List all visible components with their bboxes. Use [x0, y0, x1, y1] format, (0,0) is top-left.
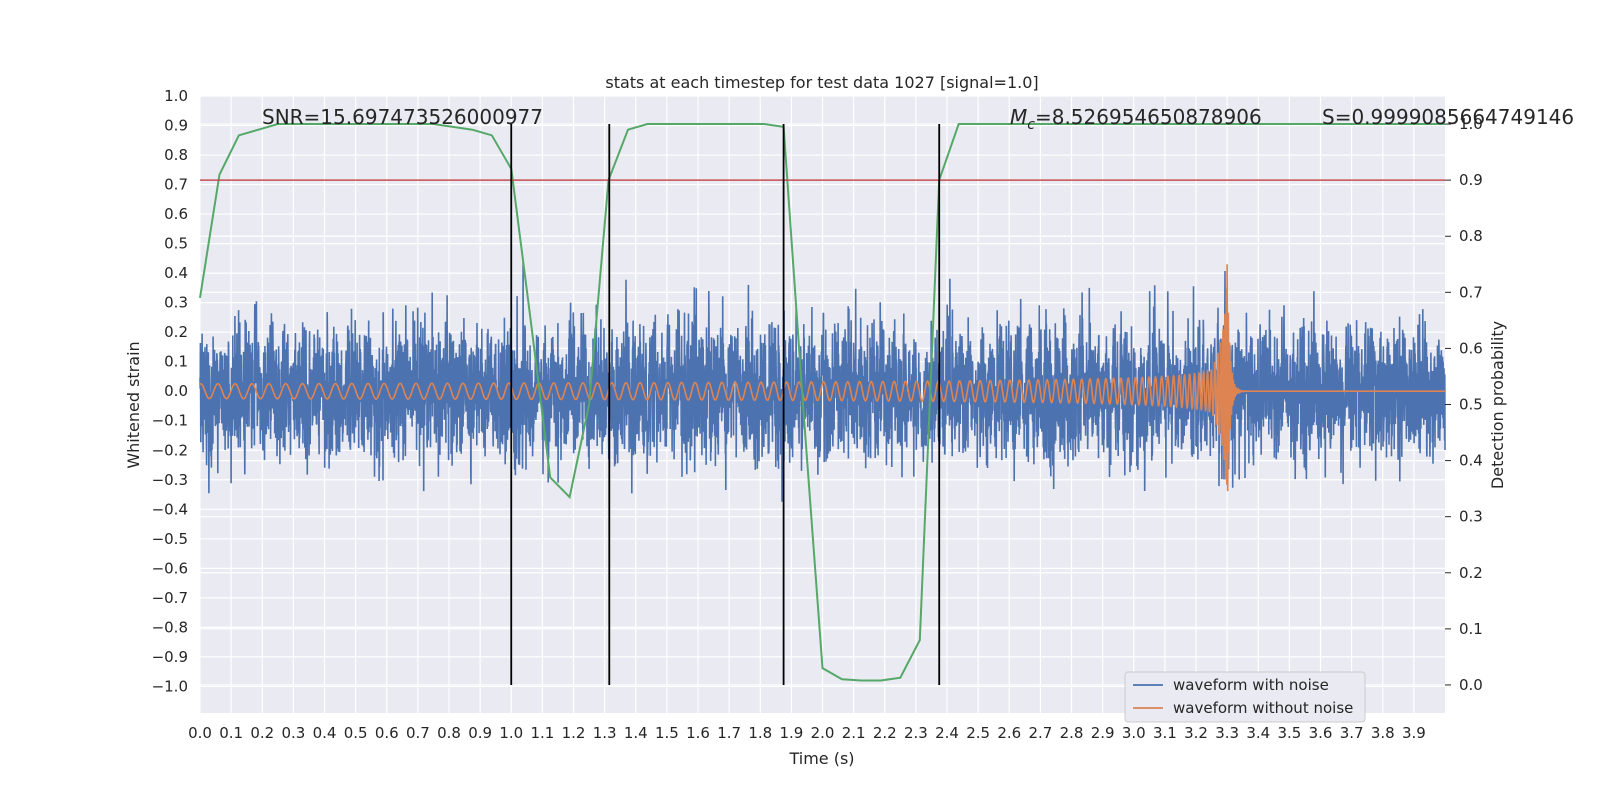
series-waveform-with-noise — [199, 262, 1446, 502]
y2-tick-label: 0.8 — [1459, 227, 1483, 245]
x-tick-label: 2.9 — [1091, 724, 1115, 742]
x-tick-label: 0.2 — [250, 724, 274, 742]
y2-tick-label: 1.0 — [1459, 115, 1483, 133]
x-tick-label: 2.4 — [935, 724, 959, 742]
x-tick-label: 0.0 — [188, 724, 212, 742]
x-tick-label: 3.1 — [1153, 724, 1177, 742]
y2-tick-label: 0.6 — [1459, 339, 1483, 357]
x-tick-label: 1.0 — [499, 724, 523, 742]
y2-tick-label: 0.1 — [1459, 620, 1483, 638]
y2-tick-label: 0.5 — [1459, 396, 1483, 414]
chart-title: stats at each timestep for test data 102… — [605, 73, 1038, 92]
y2-axis-label: Detection probability — [1488, 321, 1507, 489]
y-tick-label: 0.5 — [164, 235, 188, 253]
x-tick-label: 3.5 — [1277, 724, 1301, 742]
x-tick-label: 1.6 — [686, 724, 710, 742]
legend-box — [1124, 671, 1366, 723]
y-tick-label: 1.0 — [164, 87, 188, 105]
x-tick-label: 1.4 — [624, 724, 648, 742]
legend-label-noisy: waveform with noise — [1173, 676, 1329, 694]
x-tick-labels: 0.0 0.1 0.2 0.3 0.4 0.5 0.6 0.7 0.8 0.9 1.0 1.1 1.2 1… — [188, 724, 1426, 742]
y-tick-label: −0.9 — [152, 648, 188, 666]
x-tick-label: 0.1 — [219, 724, 243, 742]
x-tick-label: 3.3 — [1215, 724, 1239, 742]
x-tick-label: 2.7 — [1028, 724, 1052, 742]
line-waveform-with-noise — [199, 262, 1446, 502]
y2-tick-label: 0.2 — [1459, 564, 1483, 582]
y2-tick-label: 0.4 — [1459, 452, 1483, 470]
x-tick-label: 3.6 — [1309, 724, 1333, 742]
legend-label-clean: waveform without noise — [1173, 699, 1353, 717]
y2-tick-labels: 1.0 0.9 0.8 0.7 0.6 0.5 0.4 0.3 0.2 0.1 0.0 — [1445, 115, 1483, 694]
x-tick-label: 3.7 — [1340, 724, 1364, 742]
x-tick-label: 0.4 — [313, 724, 337, 742]
x-tick-label: 1.7 — [717, 724, 741, 742]
x-tick-label: 1.9 — [779, 724, 803, 742]
y-tick-label: −0.7 — [152, 589, 188, 607]
x-tick-label: 2.5 — [966, 724, 990, 742]
y-tick-label: −0.3 — [152, 471, 188, 489]
line-waveform-without-noise — [199, 264, 1445, 492]
x-tick-label: 2.6 — [997, 724, 1021, 742]
y-axis-label: Whitened strain — [124, 341, 143, 468]
x-axis-label: Time (s) — [788, 749, 854, 768]
y-tick-label: 0.9 — [164, 117, 188, 135]
y2-tick-label: 0.3 — [1459, 508, 1483, 526]
legend: waveform with noise waveform without noi… — [1124, 671, 1366, 723]
chirp-mass-symbol: M — [1010, 105, 1027, 129]
series-detection-probability — [199, 123, 1445, 682]
y-tick-label: 0.7 — [164, 176, 188, 194]
y-tick-label: 0.0 — [164, 382, 188, 400]
y-tick-label: 0.2 — [164, 323, 188, 341]
y-tick-label: 0.6 — [164, 205, 188, 223]
x-tick-label: 1.8 — [748, 724, 772, 742]
x-tick-label: 0.9 — [468, 724, 492, 742]
s-annotation: S=0.9999085664749146 — [1322, 105, 1574, 129]
x-tick-label: 3.0 — [1122, 724, 1146, 742]
series-waveform-without-noise — [199, 264, 1445, 492]
x-tick-label: 2.8 — [1060, 724, 1084, 742]
x-tick-label: 0.8 — [437, 724, 461, 742]
chirp-mass-subscript: c — [1027, 117, 1035, 133]
x-tick-label: 3.2 — [1184, 724, 1208, 742]
x-tick-label: 2.2 — [873, 724, 897, 742]
y2-tick-label: 0.9 — [1459, 171, 1483, 189]
y-tick-label: 0.1 — [164, 353, 188, 371]
snr-annotation: SNR=15.697473526000977 — [262, 105, 543, 129]
x-tick-label: 3.8 — [1371, 724, 1395, 742]
y-tick-label: −0.2 — [152, 441, 188, 459]
x-tick-label: 3.4 — [1246, 724, 1270, 742]
x-tick-label: 0.7 — [406, 724, 430, 742]
x-tick-label: 0.5 — [344, 724, 368, 742]
y-tick-label: 0.3 — [164, 294, 188, 312]
detection-boundaries — [510, 124, 941, 685]
x-tick-label: 0.3 — [281, 724, 305, 742]
x-tick-label: 2.1 — [842, 724, 866, 742]
y-tick-label: 0.8 — [164, 146, 188, 164]
x-tick-label: 2.0 — [811, 724, 835, 742]
y-tick-label: −1.0 — [152, 677, 188, 695]
y-tick-label: 0.4 — [164, 264, 188, 282]
chirp-mass-value: =8.526954650878906 — [1035, 105, 1262, 129]
y-tick-label: −0.4 — [152, 500, 188, 518]
y-tick-label: −0.1 — [152, 412, 188, 430]
x-tick-label: 1.2 — [562, 724, 586, 742]
y-tick-label: −0.6 — [152, 559, 188, 577]
y2-tick-label: 0.7 — [1459, 283, 1483, 301]
x-tick-label: 1.3 — [593, 724, 617, 742]
x-tick-label: 1.1 — [530, 724, 554, 742]
chirp-mass-annotation: Mc=8.526954650878906 — [1010, 105, 1262, 133]
y-tick-labels: 1.0 0.9 0.8 0.7 0.6 0.5 0.4 0.3 0.2 0.1 0.0 −0.1 −0.… — [152, 87, 188, 695]
y-tick-label: −0.8 — [152, 618, 188, 636]
y-tick-label: −0.5 — [152, 530, 188, 548]
line-detection-probability — [199, 123, 1445, 682]
x-tick-label: 0.6 — [375, 724, 399, 742]
x-tick-label: 3.9 — [1402, 724, 1426, 742]
x-tick-label: 2.3 — [904, 724, 928, 742]
y2-tick-label: 0.0 — [1459, 676, 1483, 694]
x-tick-label: 1.5 — [655, 724, 679, 742]
